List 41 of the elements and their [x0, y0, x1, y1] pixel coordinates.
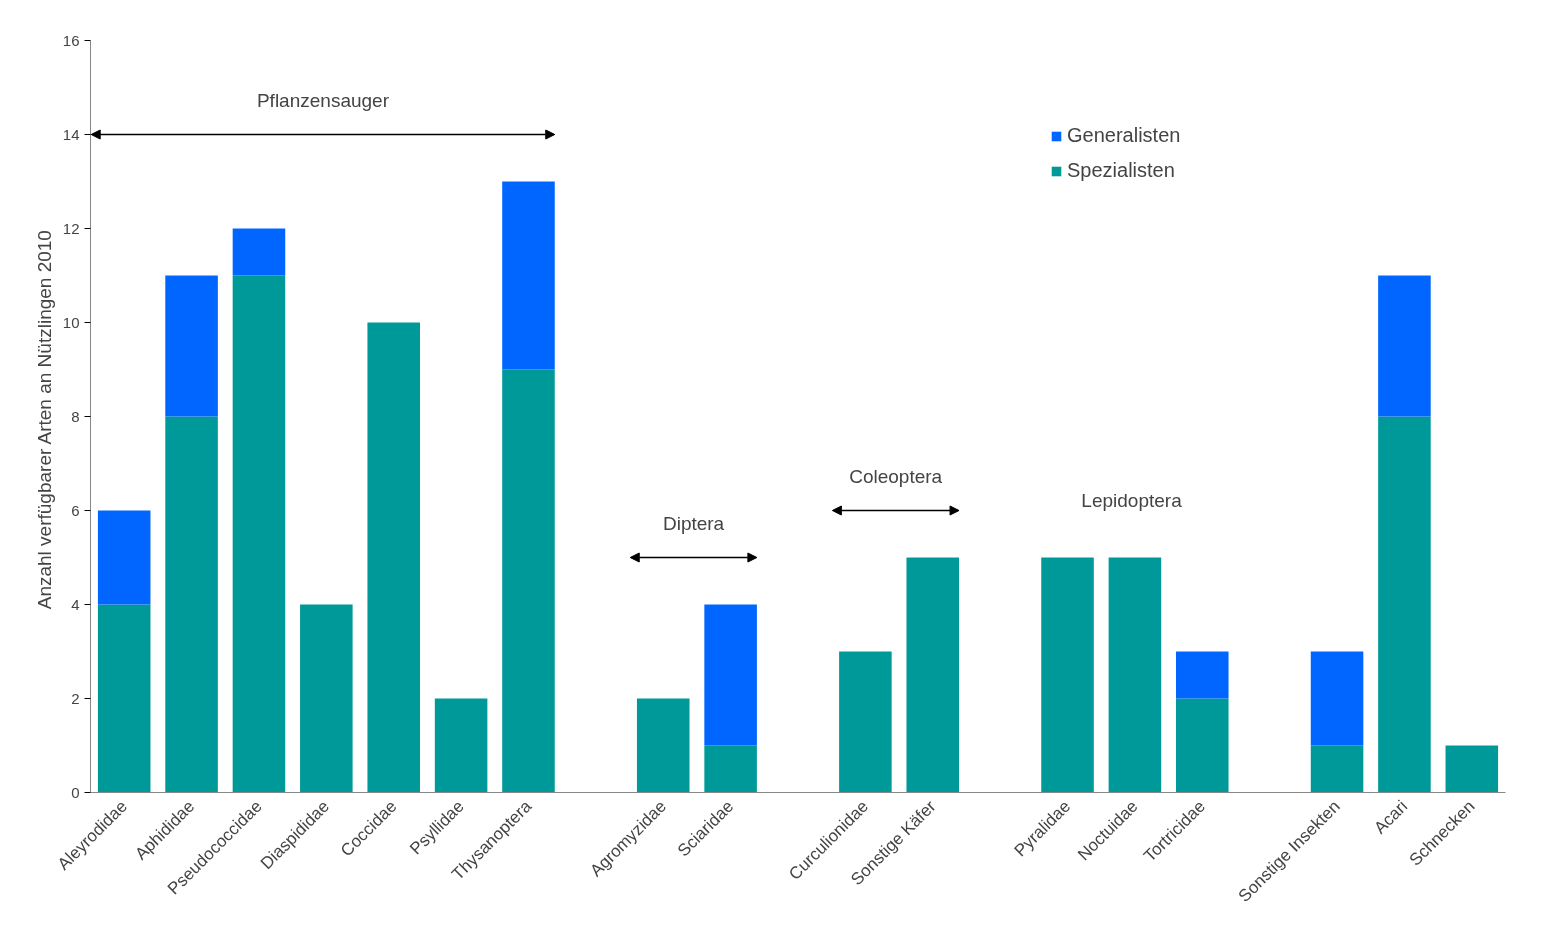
bar — [232, 275, 286, 793]
bar — [1176, 698, 1229, 793]
y-tick-label: 14 — [62, 125, 80, 143]
bar — [1041, 557, 1094, 793]
bar — [300, 604, 353, 793]
y-tick-label: 6 — [71, 501, 80, 519]
annotation: Diptera — [662, 513, 725, 534]
bar — [1378, 416, 1431, 793]
y-tick-label: 10 — [62, 313, 80, 331]
annotation: Pflanzensauger — [256, 90, 390, 111]
y-tick-label: 0 — [71, 783, 80, 801]
bar — [1310, 651, 1364, 746]
bar — [97, 604, 151, 793]
y-tick-label: 4 — [71, 595, 80, 613]
bar — [704, 745, 757, 793]
bar — [839, 651, 892, 793]
bar — [434, 698, 488, 793]
y-tick-label: 16 — [62, 31, 80, 49]
y-tick-label: 12 — [62, 219, 80, 237]
bar — [165, 416, 218, 793]
bar — [367, 322, 420, 793]
legend-label: Spezialisten — [1067, 159, 1175, 182]
bar — [1445, 745, 1499, 793]
legend-label: Generalisten — [1067, 124, 1181, 147]
bar — [636, 698, 690, 793]
bar — [704, 604, 757, 746]
bar — [906, 557, 960, 793]
annotation: Coleoptera — [849, 466, 943, 487]
bar — [1108, 557, 1162, 793]
bar — [97, 510, 151, 605]
y-tick-label: 8 — [71, 407, 80, 425]
bar — [1310, 745, 1364, 793]
bar — [1378, 275, 1431, 417]
bar — [1176, 651, 1229, 699]
bar — [502, 181, 555, 370]
bar — [502, 369, 555, 793]
bar — [165, 275, 218, 417]
annotation: Lepidoptera — [1081, 489, 1183, 511]
y-tick-label: 2 — [71, 689, 80, 707]
y-axis-title: Anzahl verfügbarer Arten an Nützlingen 2010 — [33, 230, 55, 610]
bar — [232, 228, 286, 276]
